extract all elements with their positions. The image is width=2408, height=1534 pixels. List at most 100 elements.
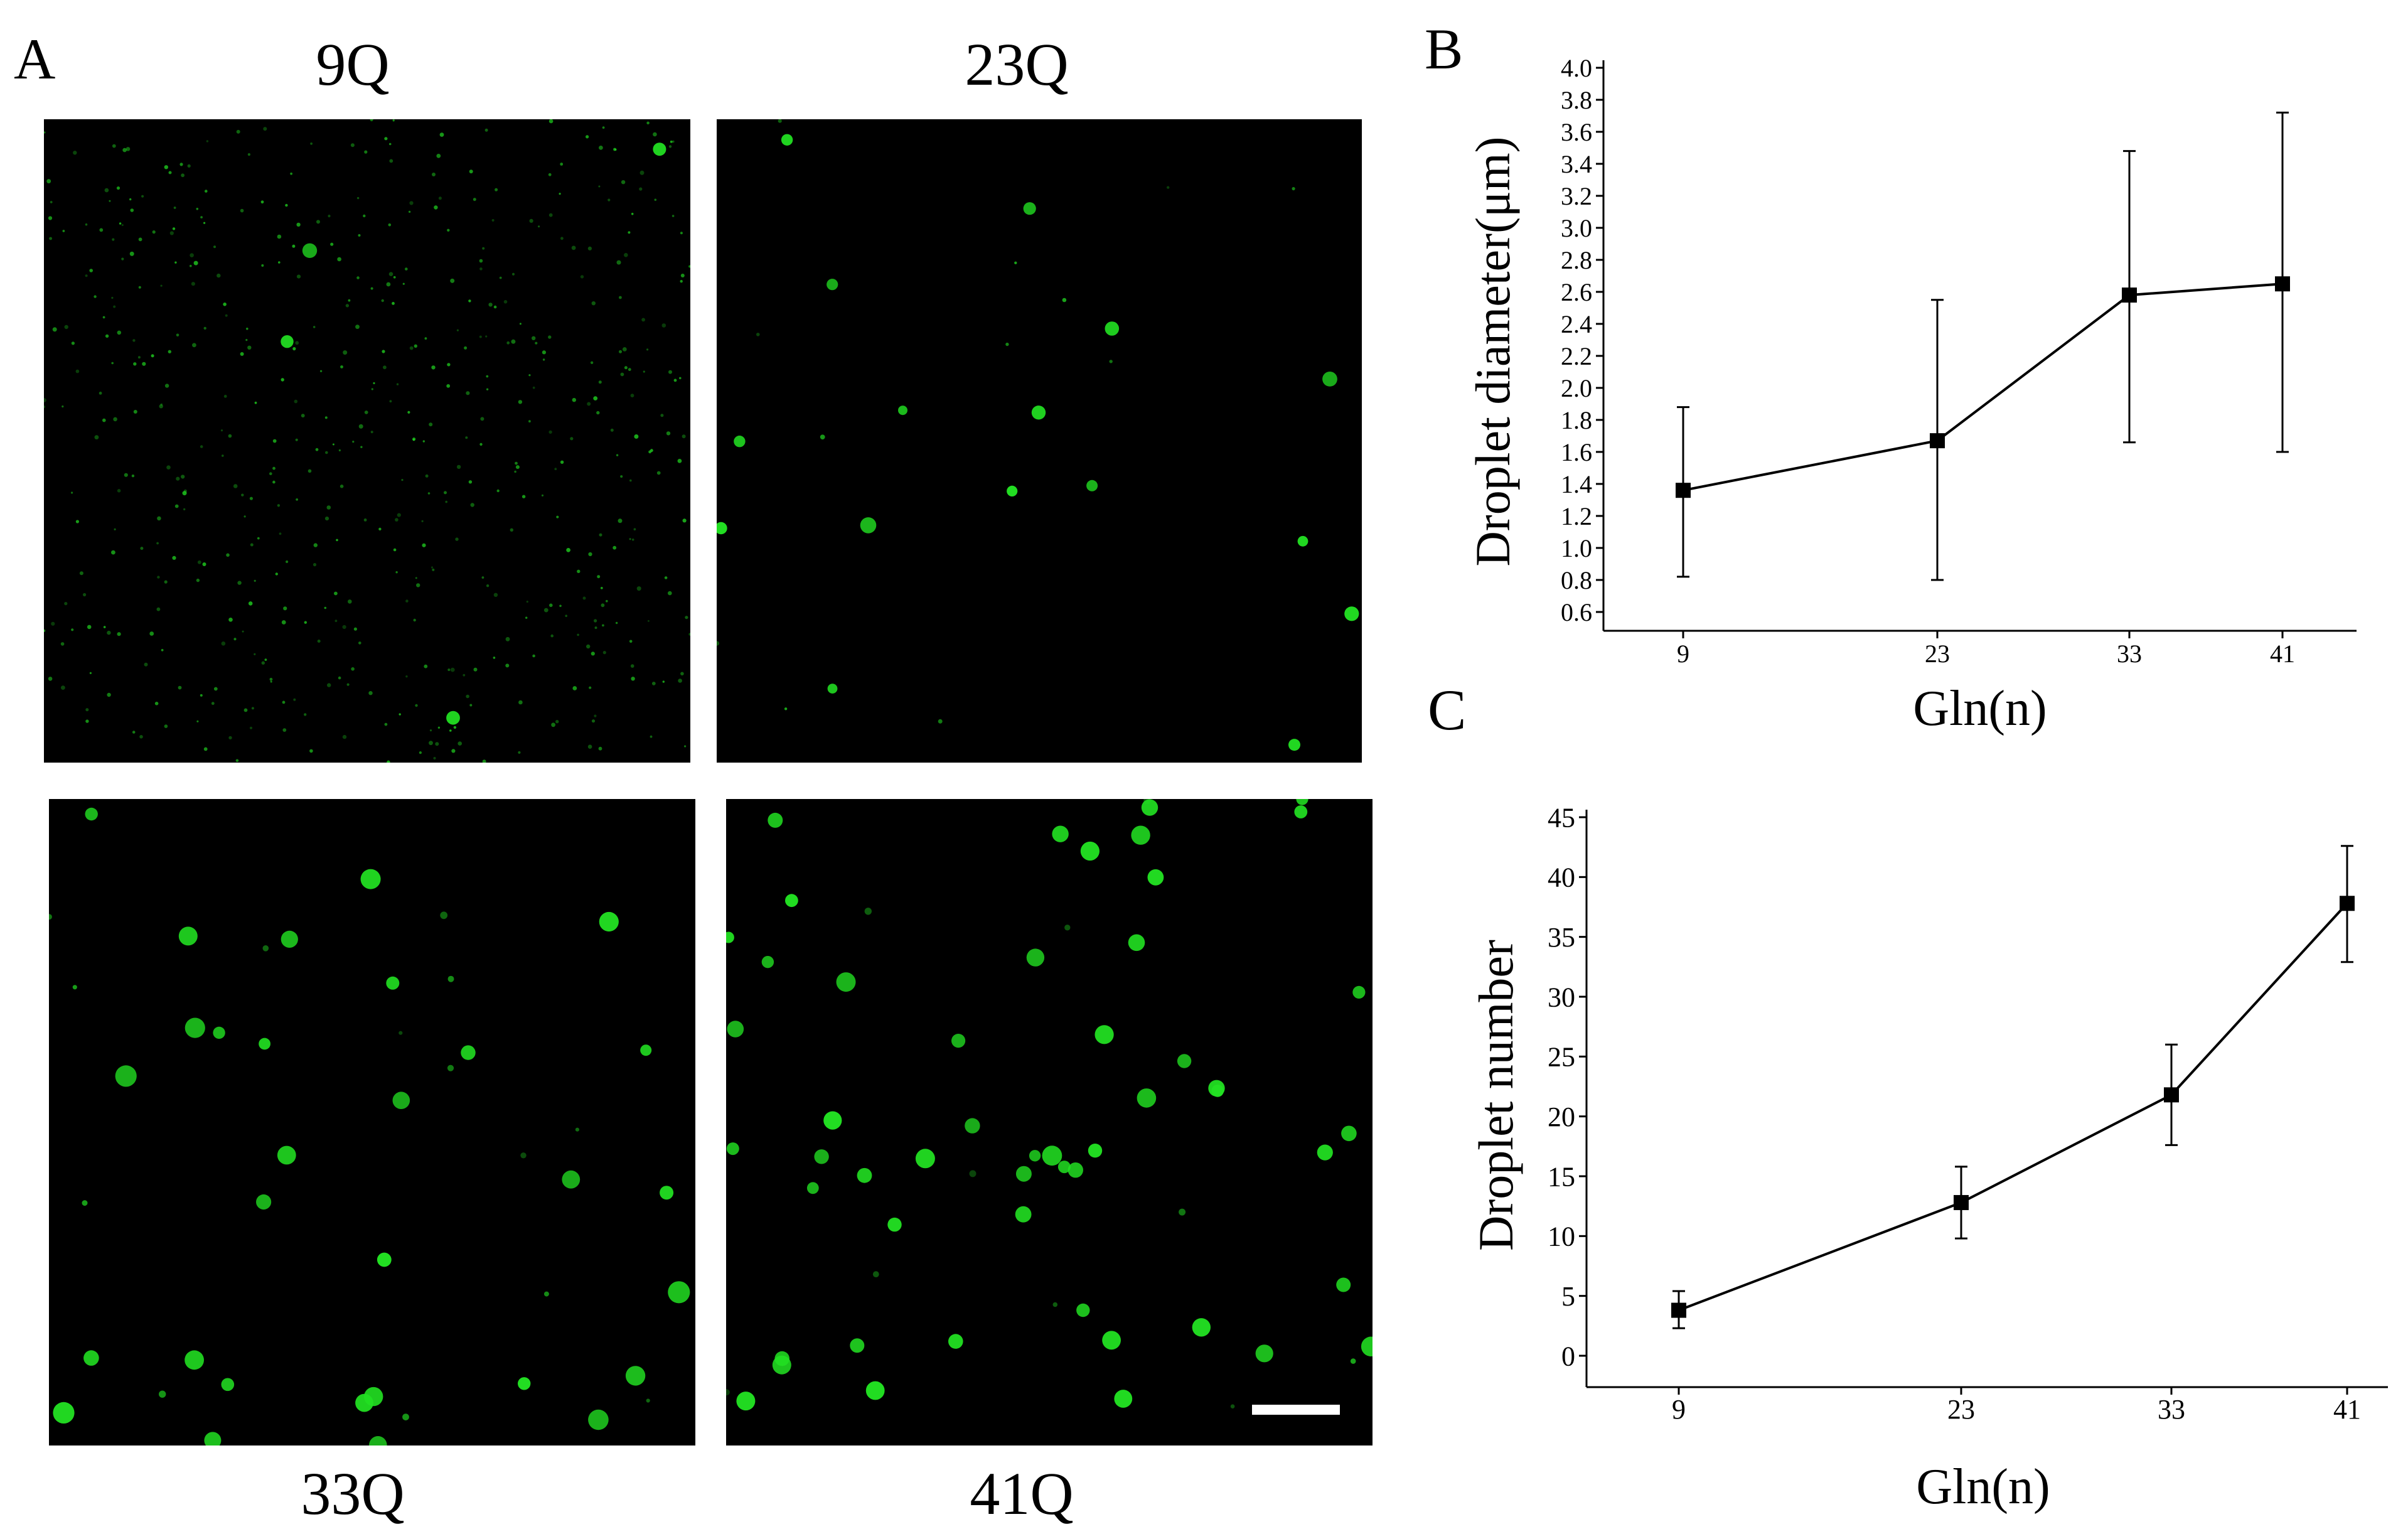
speckle [228,618,233,622]
speckle [511,339,516,344]
droplet [1088,1144,1103,1158]
droplet [1023,202,1036,215]
speckle [384,722,388,726]
droplet [213,1026,225,1039]
speckle [326,505,331,510]
speckle [338,449,341,452]
micrograph-label-9q: 9Q [316,31,390,98]
droplet [761,956,774,968]
speckle [590,361,594,364]
speckle [408,210,411,213]
speckle [176,476,180,481]
speckle [591,652,595,656]
speckle [677,459,682,463]
speckle [350,143,355,148]
droplet [827,279,838,291]
y-tick-label: 20 [1548,1102,1575,1132]
speckle [213,245,216,249]
y-tick-label: 15 [1548,1161,1575,1192]
speckle [295,438,298,441]
speckle [200,694,203,697]
speckle [364,150,368,154]
x-tick-label: 41 [2333,1394,2361,1425]
speckle [402,1413,409,1420]
speckle [192,343,196,348]
speckle [429,741,433,746]
speckle [421,520,424,523]
droplet [1297,535,1308,547]
speckle [646,121,650,125]
speckle [206,140,209,142]
speckle [131,475,135,478]
speckle [597,575,601,579]
droplet [625,1366,646,1386]
speckle [292,244,296,248]
droplet [1114,1390,1133,1408]
speckle [756,333,760,336]
speckle [493,657,496,659]
speckle [496,489,500,493]
droplet [827,684,838,694]
droplet [653,142,666,156]
speckle [389,400,392,403]
speckle [542,350,547,355]
speckle [172,555,176,560]
speckle [613,545,617,550]
speckle [352,441,355,443]
speckle [94,295,97,298]
speckle [122,148,127,153]
micrograph-label-33q: 33Q [301,1460,405,1527]
speckle [468,480,473,484]
speckle [49,914,52,920]
speckle [668,591,672,596]
speckle [228,434,232,438]
speckle [485,335,488,338]
speckle [437,726,441,729]
speckle [71,341,75,345]
panel-a-letter: A [14,27,56,91]
droplet [1015,1206,1032,1223]
speckle [161,648,164,652]
data-point [2340,896,2355,911]
speckle [156,607,161,611]
speckle [482,759,486,763]
speckle [104,188,109,193]
speckle [203,326,206,330]
speckle [616,260,621,265]
series-line [1683,282,2283,492]
speckle [178,685,182,690]
speckle [407,410,410,414]
speckle [629,538,631,540]
speckle [664,576,668,579]
data-point [2122,287,2137,303]
speckle [272,480,276,484]
y-tick-label: 2.0 [1561,374,1592,402]
speckle [310,142,313,145]
speckle [250,543,254,547]
speckle [1064,925,1071,931]
speckle [518,751,521,754]
droplet [660,1186,674,1200]
speckle [422,440,425,442]
speckle [650,735,653,738]
speckle [784,707,788,711]
droplet [781,134,793,146]
speckle [313,326,316,328]
speckle [211,702,215,705]
speckle [388,142,392,146]
speckle [72,985,77,990]
droplet [1141,799,1159,816]
droplet [1296,799,1308,805]
speckle [247,153,250,156]
speckle [432,568,435,571]
speckle [105,334,109,338]
droplet [178,926,198,946]
speckle [582,596,586,600]
speckle [281,378,284,382]
droplet [727,1021,744,1038]
speckle [589,686,592,689]
speckle [387,760,390,763]
speckle [619,296,622,299]
speckle [555,720,559,724]
speckle [660,414,664,417]
